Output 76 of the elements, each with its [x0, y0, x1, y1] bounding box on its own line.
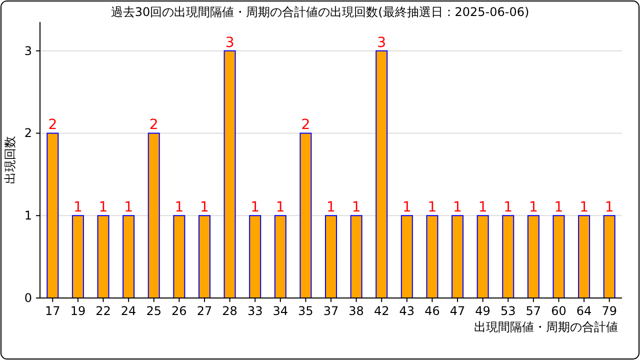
x-tick-label: 42	[374, 304, 390, 318]
data-label: 1	[326, 200, 336, 216]
x-axis-title: 出現間隔値・周期の合計値	[474, 320, 618, 334]
bar	[122, 215, 135, 298]
y-axis-title: 出現回数	[3, 136, 17, 184]
data-label: 1	[604, 200, 614, 216]
data-label: 1	[402, 200, 412, 216]
x-tick-label: 43	[399, 304, 415, 318]
x-tick-label: 47	[450, 304, 466, 318]
bar	[224, 50, 236, 298]
data-label: 1	[428, 200, 437, 216]
bar	[198, 215, 210, 298]
data-label: 1	[453, 200, 462, 216]
data-label: 3	[377, 34, 386, 51]
x-tick-label: 34	[272, 304, 288, 318]
bar	[400, 215, 413, 298]
bar	[249, 215, 262, 298]
bar	[173, 215, 186, 298]
data-label: 2	[149, 117, 158, 134]
x-tick-label: 26	[172, 304, 187, 318]
data-label: 1	[98, 200, 108, 216]
data-label: 1	[352, 200, 361, 216]
x-tick-label: 19	[70, 304, 86, 318]
data-label: 1	[554, 200, 564, 216]
bar	[452, 215, 464, 298]
bar	[527, 215, 540, 298]
bar	[426, 215, 438, 298]
y-tick-label: 1	[24, 208, 32, 223]
bar	[97, 215, 110, 298]
x-tick-label: 17	[45, 304, 60, 318]
y-tick-label: 3	[24, 44, 32, 58]
data-label: 1	[580, 200, 589, 216]
data-label: 1	[478, 200, 488, 216]
bar	[46, 132, 59, 298]
bar	[502, 215, 514, 298]
bar	[552, 215, 565, 298]
x-tick-label: 79	[602, 304, 617, 318]
data-label: 1	[528, 200, 538, 216]
x-tick-label: 35	[298, 304, 314, 318]
bar	[325, 215, 337, 298]
x-tick-label: 22	[96, 304, 111, 318]
data-label: 1	[504, 200, 513, 216]
data-label: 1	[174, 200, 184, 216]
x-tick-label: 60	[551, 304, 566, 318]
x-tick-label: 37	[323, 304, 339, 318]
bar	[578, 215, 590, 298]
x-tick-label: 38	[348, 304, 364, 318]
data-label: 2	[48, 117, 58, 134]
data-label: 1	[73, 200, 82, 216]
x-tick-label: 25	[146, 304, 162, 318]
data-label: 3	[225, 34, 234, 51]
x-tick-label: 27	[196, 304, 212, 318]
data-label: 1	[250, 200, 260, 216]
x-tick-label: 28	[222, 304, 238, 318]
x-tick-label: 24	[120, 304, 136, 318]
x-tick-label: 46	[424, 304, 440, 318]
x-tick-label: 57	[526, 304, 542, 318]
x-tick-label: 49	[475, 304, 490, 318]
bar	[148, 132, 160, 298]
data-label: 1	[124, 200, 134, 216]
bar	[350, 215, 362, 298]
bar	[274, 215, 286, 298]
x-tick-label: 53	[500, 304, 516, 318]
data-label: 1	[200, 200, 209, 216]
bar	[300, 132, 312, 298]
y-tick-label: 2	[24, 126, 32, 140]
data-label: 1	[276, 200, 285, 216]
bar	[72, 215, 84, 298]
bar	[376, 50, 388, 298]
x-tick-label: 33	[247, 304, 263, 318]
bar	[476, 215, 489, 298]
chart-title: 過去30回の出現間隔値・周期の合計値の出現回数(最終抽選日：2025-06-06)	[110, 5, 530, 19]
y-tick-label: 0	[24, 291, 32, 305]
data-label: 2	[301, 117, 310, 134]
bar	[603, 215, 616, 298]
x-tick-label: 64	[576, 304, 592, 318]
